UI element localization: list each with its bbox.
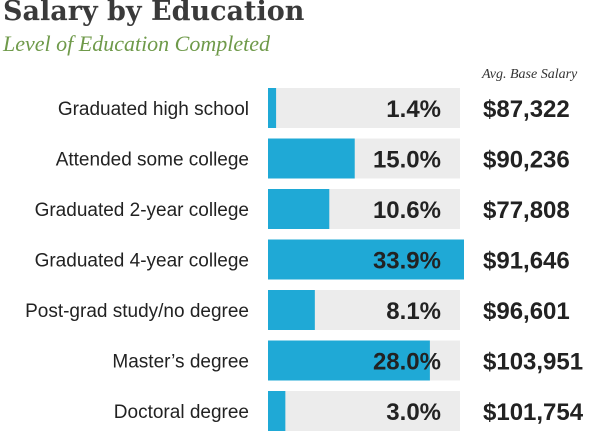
salary-label: $90,236	[483, 147, 570, 174]
category-label: Doctoral degree	[114, 402, 249, 423]
category-label: Graduated high school	[58, 99, 249, 120]
data-label: 15.0%	[373, 147, 441, 174]
bar	[268, 290, 315, 330]
data-label: 10.6%	[373, 197, 441, 224]
bar	[268, 391, 286, 431]
data-label: 28.0%	[373, 349, 441, 376]
data-label: 1.4%	[386, 96, 441, 123]
bar	[268, 239, 464, 280]
chart-title: Salary by Education	[3, 0, 305, 27]
category-label: Graduated 2-year college	[35, 200, 249, 221]
salary-label: $91,646	[483, 248, 570, 275]
salary-label: $87,322	[483, 96, 570, 123]
bar-track	[268, 391, 460, 431]
category-label: Master’s degree	[112, 352, 249, 373]
category-label: Graduated 4-year college	[35, 251, 249, 272]
bar	[268, 189, 330, 229]
salary-label: $103,951	[483, 349, 583, 376]
bar-track	[268, 88, 460, 128]
salary-label: $77,808	[483, 197, 570, 224]
chart-subtitle: Level of Education Completed	[3, 31, 270, 56]
data-label: 3.0%	[386, 399, 441, 426]
salary-label: $101,754	[483, 399, 584, 426]
bar	[268, 88, 277, 128]
data-label: 33.9%	[373, 248, 441, 275]
bar	[268, 138, 355, 179]
salary-label: $96,601	[483, 298, 570, 325]
data-label: 8.1%	[386, 298, 441, 325]
salary-column-header: Avg. Base Salary	[482, 67, 578, 82]
category-label: Attended some college	[56, 150, 249, 171]
category-label: Post-grad study/no degree	[25, 301, 249, 322]
bar	[268, 340, 430, 381]
